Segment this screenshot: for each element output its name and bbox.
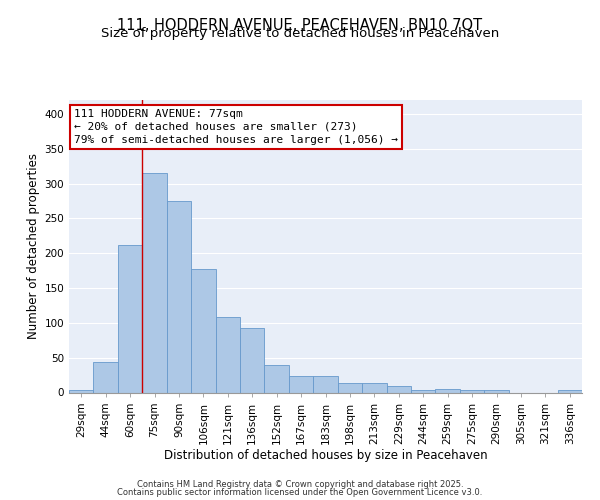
Bar: [191, 268, 215, 392]
Bar: [94, 362, 118, 392]
Text: Contains HM Land Registry data © Crown copyright and database right 2025.: Contains HM Land Registry data © Crown c…: [137, 480, 463, 489]
Text: Contains public sector information licensed under the Open Government Licence v3: Contains public sector information licen…: [118, 488, 482, 497]
Bar: [118, 245, 142, 392]
Text: Size of property relative to detached houses in Peacehaven: Size of property relative to detached ho…: [101, 28, 499, 40]
Bar: [460, 390, 484, 392]
Bar: [362, 384, 386, 392]
Bar: [313, 376, 338, 392]
Bar: [338, 383, 362, 392]
X-axis label: Distribution of detached houses by size in Peacehaven: Distribution of detached houses by size …: [164, 449, 487, 462]
Bar: [69, 390, 94, 392]
Bar: [411, 390, 436, 392]
Text: 111, HODDERN AVENUE, PEACEHAVEN, BN10 7QT: 111, HODDERN AVENUE, PEACEHAVEN, BN10 7Q…: [118, 18, 482, 32]
Bar: [167, 201, 191, 392]
Bar: [557, 390, 582, 392]
Bar: [265, 364, 289, 392]
Y-axis label: Number of detached properties: Number of detached properties: [27, 153, 40, 340]
Bar: [289, 376, 313, 392]
Bar: [386, 386, 411, 392]
Bar: [484, 390, 509, 392]
Bar: [215, 318, 240, 392]
Text: 111 HODDERN AVENUE: 77sqm
← 20% of detached houses are smaller (273)
79% of semi: 111 HODDERN AVENUE: 77sqm ← 20% of detac…: [74, 109, 398, 145]
Bar: [240, 328, 265, 392]
Bar: [142, 173, 167, 392]
Bar: [436, 389, 460, 392]
